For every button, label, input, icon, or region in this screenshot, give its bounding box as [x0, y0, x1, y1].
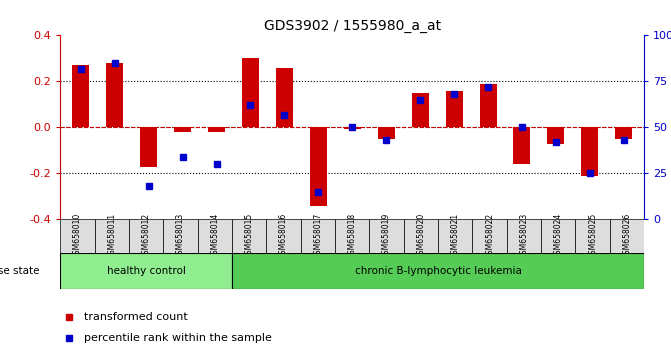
Text: GSM658012: GSM658012 [142, 213, 151, 259]
FancyBboxPatch shape [232, 253, 644, 289]
FancyBboxPatch shape [95, 219, 129, 253]
Title: GDS3902 / 1555980_a_at: GDS3902 / 1555980_a_at [264, 19, 441, 33]
FancyBboxPatch shape [404, 219, 438, 253]
Text: GSM658011: GSM658011 [107, 213, 116, 259]
Text: GSM658022: GSM658022 [485, 213, 494, 259]
Text: GSM658015: GSM658015 [245, 213, 254, 259]
FancyBboxPatch shape [198, 219, 232, 253]
Bar [106, 63, 123, 127]
Text: GSM658010: GSM658010 [73, 213, 82, 259]
FancyBboxPatch shape [472, 219, 507, 253]
Text: GSM658016: GSM658016 [279, 213, 288, 259]
Text: GSM658025: GSM658025 [588, 213, 597, 259]
Bar [615, 127, 632, 139]
Text: GSM658013: GSM658013 [176, 213, 185, 259]
Bar [242, 58, 259, 127]
FancyBboxPatch shape [576, 219, 610, 253]
Text: healthy control: healthy control [107, 266, 186, 276]
Text: GSM658018: GSM658018 [348, 213, 357, 259]
Text: GSM658023: GSM658023 [519, 213, 529, 259]
FancyBboxPatch shape [232, 219, 266, 253]
FancyBboxPatch shape [164, 219, 198, 253]
Bar [581, 127, 599, 176]
Text: percentile rank within the sample: percentile rank within the sample [84, 332, 272, 343]
Bar [310, 127, 327, 206]
FancyBboxPatch shape [266, 219, 301, 253]
Text: GSM658017: GSM658017 [313, 213, 323, 259]
FancyBboxPatch shape [507, 219, 541, 253]
Text: GSM658020: GSM658020 [417, 213, 425, 259]
Text: chronic B-lymphocytic leukemia: chronic B-lymphocytic leukemia [355, 266, 521, 276]
FancyBboxPatch shape [610, 219, 644, 253]
FancyBboxPatch shape [129, 219, 164, 253]
FancyBboxPatch shape [301, 219, 335, 253]
FancyBboxPatch shape [438, 219, 472, 253]
Bar [378, 127, 395, 139]
Bar [174, 127, 191, 132]
Text: disease state: disease state [0, 266, 40, 276]
Text: GSM658026: GSM658026 [623, 213, 631, 259]
FancyBboxPatch shape [370, 219, 404, 253]
Text: GSM658024: GSM658024 [554, 213, 563, 259]
Bar [72, 65, 89, 127]
Bar [344, 127, 361, 129]
FancyBboxPatch shape [60, 253, 232, 289]
Bar [548, 127, 564, 144]
Bar [480, 84, 497, 127]
Bar [412, 93, 429, 127]
Bar [446, 91, 462, 127]
Text: GSM658019: GSM658019 [382, 213, 391, 259]
Bar [140, 127, 157, 167]
FancyBboxPatch shape [60, 219, 95, 253]
Bar [208, 127, 225, 132]
FancyBboxPatch shape [541, 219, 576, 253]
Text: GSM658021: GSM658021 [451, 213, 460, 259]
Bar [513, 127, 531, 164]
FancyBboxPatch shape [335, 219, 370, 253]
Text: transformed count: transformed count [84, 312, 187, 322]
Text: GSM658014: GSM658014 [211, 213, 219, 259]
Bar [276, 68, 293, 127]
